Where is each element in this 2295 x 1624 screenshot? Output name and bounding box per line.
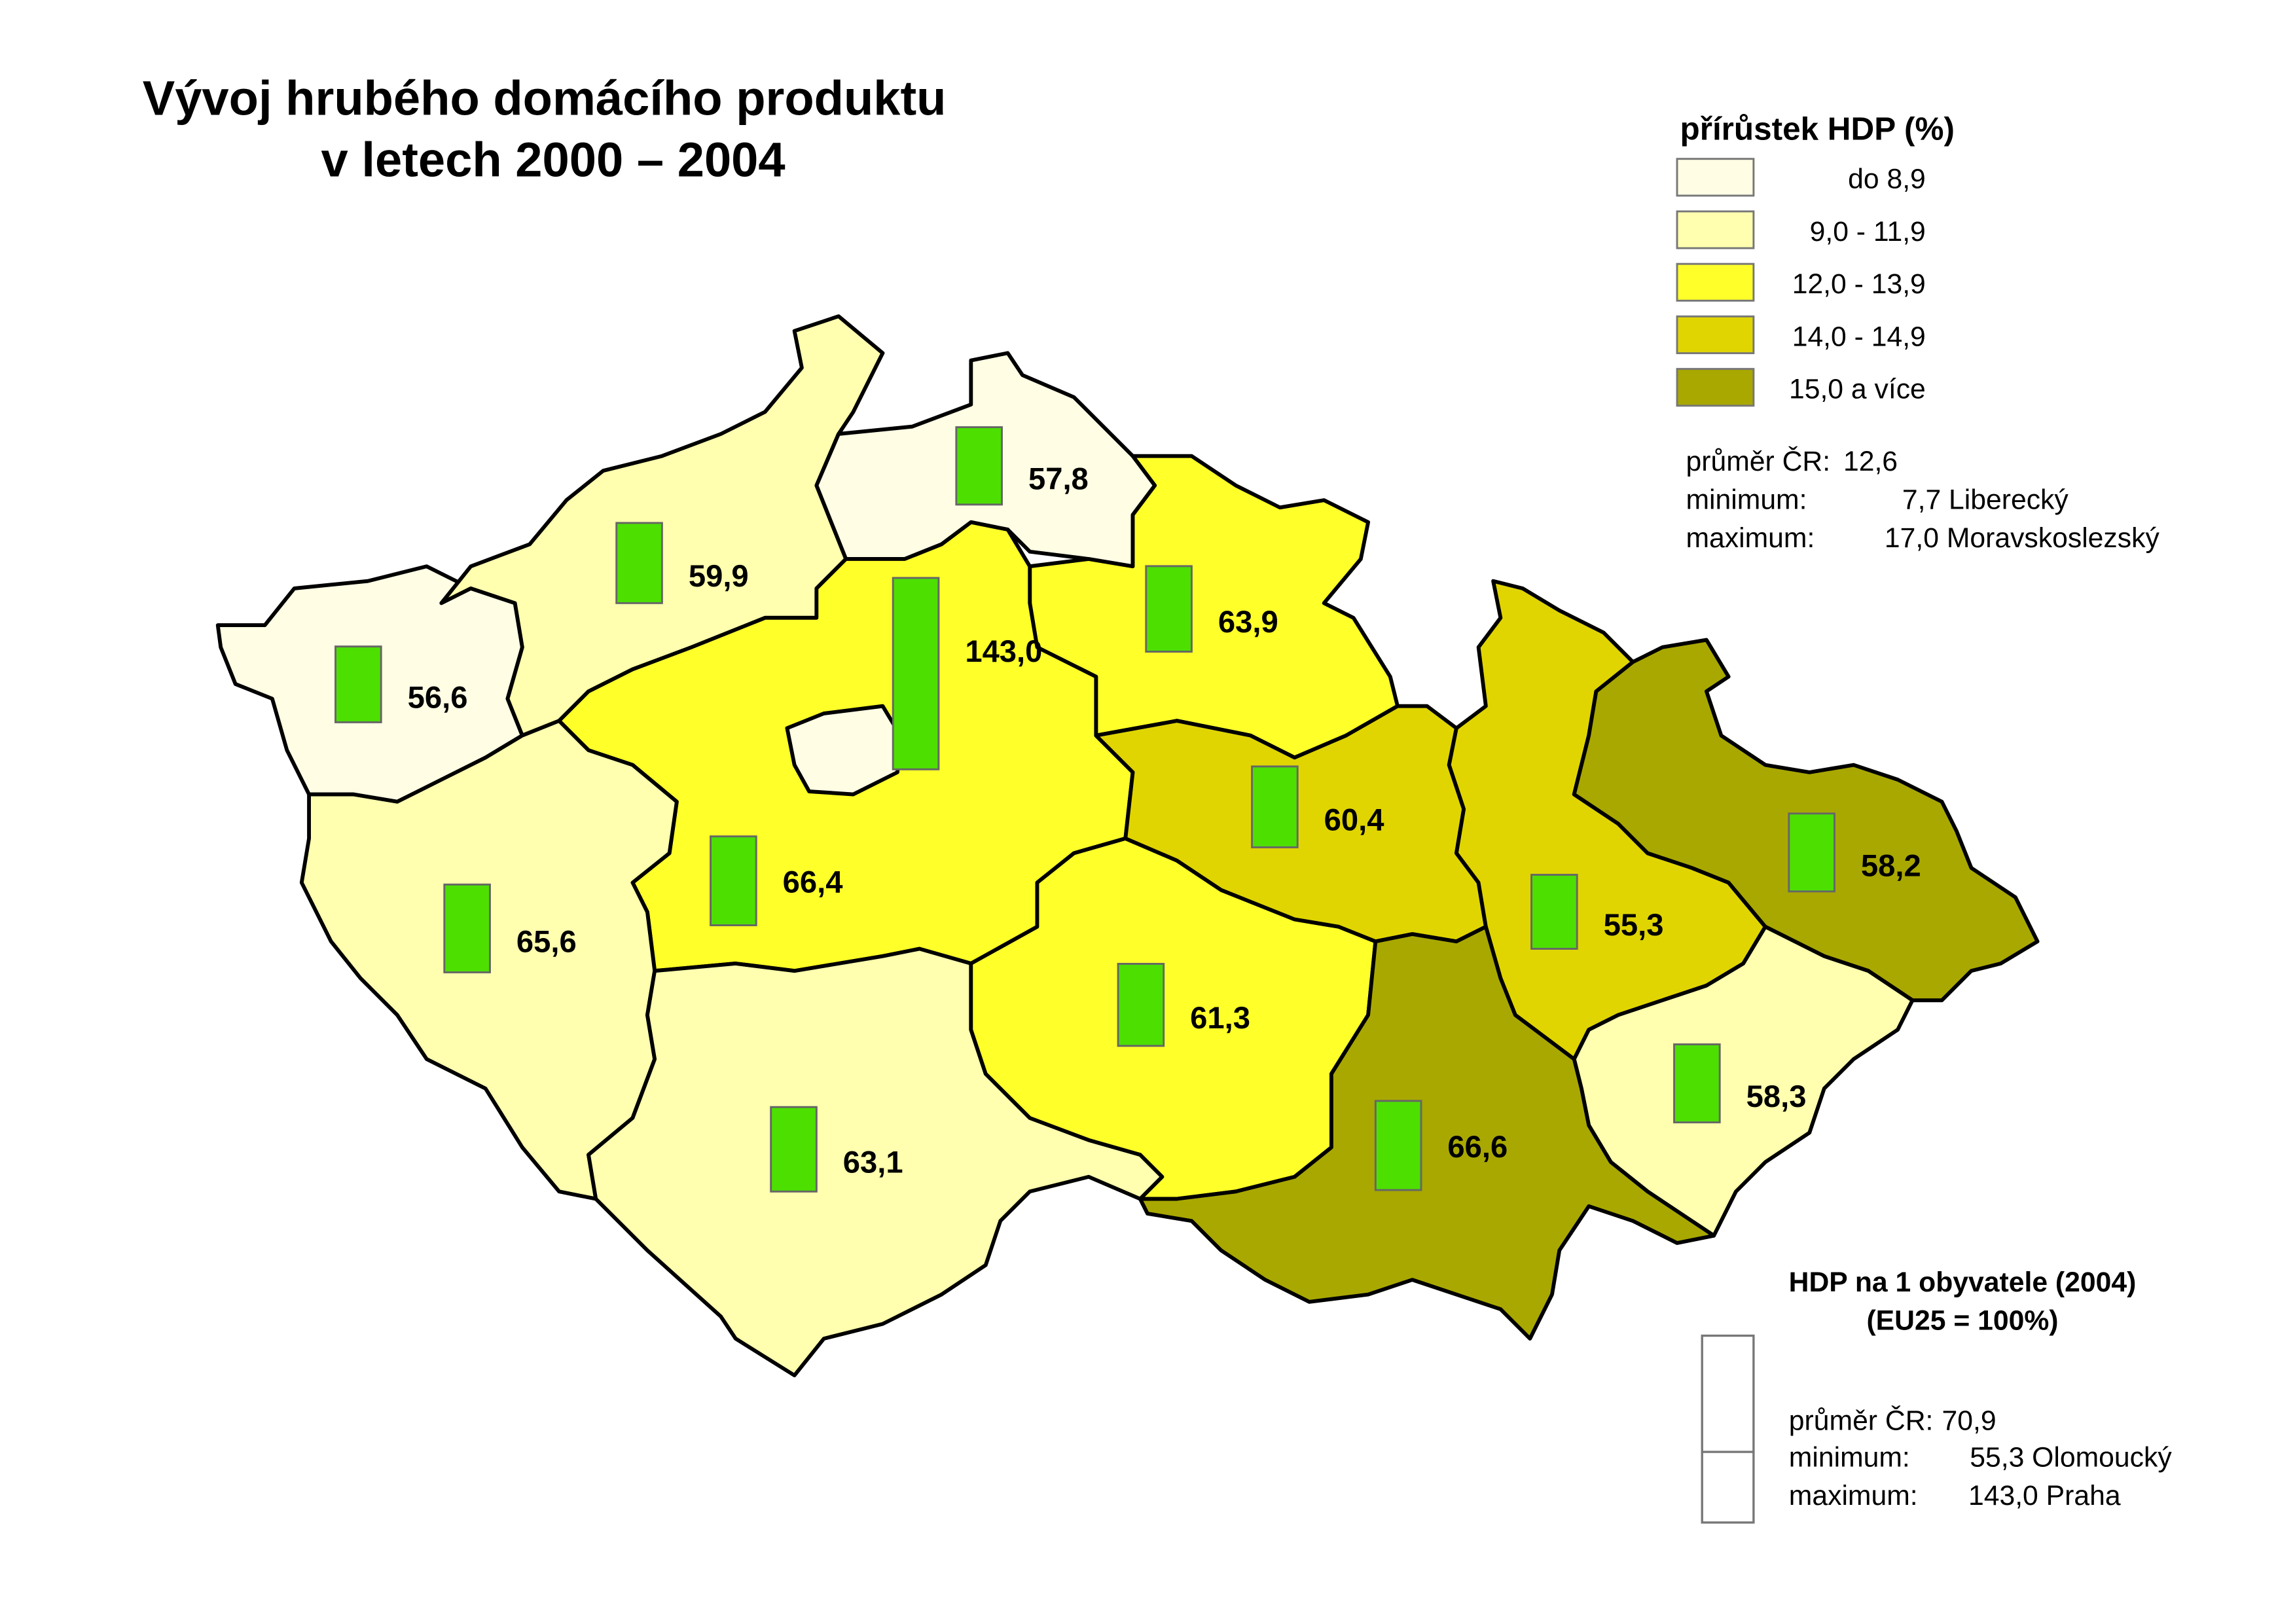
gdp-bar-vysocina: [1117, 962, 1165, 1047]
gdp-bar-liberecky: [955, 426, 1003, 506]
gdp-bar-plzensky: [443, 883, 491, 973]
gdp-legend-title: HDP na 1 obyvatele (2004): [1789, 1267, 2137, 1298]
legend-swatch-1: [1676, 210, 1755, 249]
gdp-min-label: minimum:: [1789, 1442, 1910, 1473]
growth-legend: přírůstek HDP (%) do 8,9 9,0 - 11,9 12,0 -…: [1676, 111, 2160, 554]
gdp-value-label-jihocesky: 63,1: [843, 1146, 903, 1180]
growth-avg-label: průměr ČR:: [1686, 446, 1831, 477]
gdp-bar-jihocesky: [770, 1106, 818, 1193]
growth-min-label: minimum:: [1686, 484, 1807, 516]
region-praha: [785, 704, 903, 797]
gdp-bar-praha: [892, 577, 940, 770]
gdp-max-label: maximum:: [1789, 1480, 1918, 1511]
gdp-bar-pardubicky: [1251, 765, 1299, 848]
gdp-value-label-pardubicky: 60,4: [1324, 803, 1384, 838]
gdp-value-label-zlinsky: 58,3: [1746, 1079, 1807, 1114]
gdp-value-label-stredocesky: 66,4: [783, 865, 843, 900]
growth-legend-title: přírůstek HDP (%): [1680, 111, 1955, 147]
gdp-value-label-karlovarsky: 56,6: [408, 680, 468, 715]
gdp-value-label-ustecky: 59,9: [689, 559, 749, 594]
legend-swatch-3: [1676, 315, 1755, 355]
region-jihomoravsky: [1138, 924, 1716, 1341]
gdp-value-label-olomoucky: 55,3: [1604, 908, 1664, 943]
gdp-legend-subtitle: (EU25 = 100%): [1866, 1305, 2058, 1337]
gdp-bar-moravskoslezsky: [1788, 812, 1835, 893]
legend-label-1: 9,0 - 11,9: [1810, 216, 1926, 247]
map-title-line1: Vývoj hrubého domácího produktu: [143, 71, 947, 125]
gdp-value-label-praha: 143,0: [965, 634, 1042, 669]
gdp-bar-stredocesky: [710, 835, 757, 927]
bars-layer: 56,6 59,9 57,8 63,9 66,4 143,0 65,6 63,1 61,3 60,…: [334, 426, 1921, 1193]
gdp-value-label-liberecky: 57,8: [1028, 462, 1089, 497]
legend-label-3: 14,0 - 14,9: [1792, 321, 1926, 352]
gdp-value-label-moravskoslezsky: 58,2: [1861, 848, 1921, 883]
map-title-line2: v letech 2000 – 2004: [321, 133, 786, 187]
gdp-min-value: 55,3 Olomoucký: [1970, 1442, 2172, 1473]
gdp-avg-label: průměr ČR:: [1789, 1405, 1934, 1436]
legend-label-2: 12,0 - 13,9: [1792, 268, 1926, 300]
gdp-bar-ustecky: [615, 522, 663, 604]
gdp-bar-jihomoravsky: [1374, 1100, 1422, 1191]
gdp-bar-zlinsky: [1673, 1043, 1721, 1124]
regions-layer: [215, 314, 2040, 1378]
growth-avg-value: 12,6: [1843, 446, 1898, 477]
legend-label-4: 15,0 a více: [1789, 374, 1926, 405]
legend-swatch-4: [1676, 368, 1755, 407]
gdp-value-label-plzensky: 65,6: [516, 924, 577, 959]
growth-min-value: 7,7 Liberecký: [1902, 484, 2069, 516]
gdp-value-label-kralovehradecky: 63,9: [1218, 605, 1278, 640]
growth-max-value: 17,0 Moravskoslezský: [1885, 522, 2160, 554]
gdp-legend-bar: [1701, 1334, 1755, 1524]
gdp-value-label-jihomoravsky: 66,6: [1447, 1130, 1508, 1164]
legend-swatch-2: [1676, 262, 1755, 302]
gdp-value-label-vysocina: 61,3: [1190, 1001, 1250, 1036]
legend-swatch-0: [1676, 158, 1755, 197]
legend-label-0: do 8,9: [1848, 164, 1926, 195]
gdp-avg-value: 70,9: [1942, 1405, 1997, 1436]
gdp-bar-karlovarsky: [334, 645, 382, 723]
gdp-max-value: 143,0 Praha: [1968, 1480, 2121, 1511]
gdp-bar-olomoucky: [1530, 873, 1578, 950]
gdp-legend: HDP na 1 obyvatele (2004) (EU25 = 100%) …: [1701, 1267, 2172, 1524]
gdp-bar-kralovehradecky: [1145, 565, 1193, 653]
growth-max-label: maximum:: [1686, 522, 1815, 554]
